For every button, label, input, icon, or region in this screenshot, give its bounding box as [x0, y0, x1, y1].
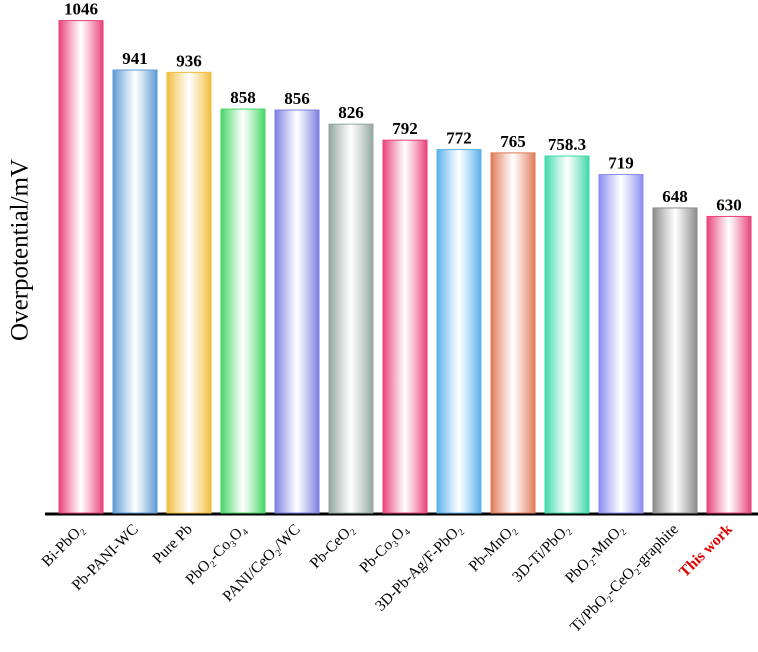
bar: [112, 69, 158, 514]
x-tick-label: Ti/PbO₂-CeO₂-graphite: [567, 521, 682, 636]
value-label: 648: [662, 187, 688, 206]
bar: [58, 20, 104, 514]
value-label: 765: [500, 132, 526, 151]
value-label: 772: [446, 129, 472, 148]
bar: [328, 123, 374, 514]
value-label: 719: [608, 154, 634, 173]
value-label: 858: [230, 88, 256, 107]
value-label: 792: [392, 119, 418, 138]
bar: [436, 149, 482, 514]
x-tick-label: This work: [676, 521, 736, 581]
bar: [598, 174, 644, 514]
x-tick-label: Bi-PbO₂: [38, 521, 87, 570]
y-axis-label: Overpotential/mV: [7, 159, 34, 341]
x-tick-label: Pb-MnO₂: [466, 521, 520, 575]
value-label: 936: [176, 51, 202, 70]
bar: [166, 71, 212, 514]
x-tick-label: Pb-CeO₂: [307, 521, 358, 572]
bar: [706, 215, 752, 514]
bar: [274, 109, 320, 514]
value-label: 1046: [64, 0, 98, 19]
bar: [652, 207, 698, 514]
bar: [382, 139, 428, 514]
value-label: 941: [122, 49, 148, 68]
value-label: 856: [284, 89, 310, 108]
x-tick-label: Pb-Co₃O₄: [356, 521, 412, 577]
bar: [544, 155, 590, 514]
value-label: 826: [338, 103, 364, 122]
bar: [220, 108, 266, 514]
value-label: 630: [716, 195, 742, 214]
x-tick-label: Pure Pb: [149, 521, 196, 568]
value-label: 758.3: [548, 135, 586, 154]
bar: [490, 152, 536, 514]
